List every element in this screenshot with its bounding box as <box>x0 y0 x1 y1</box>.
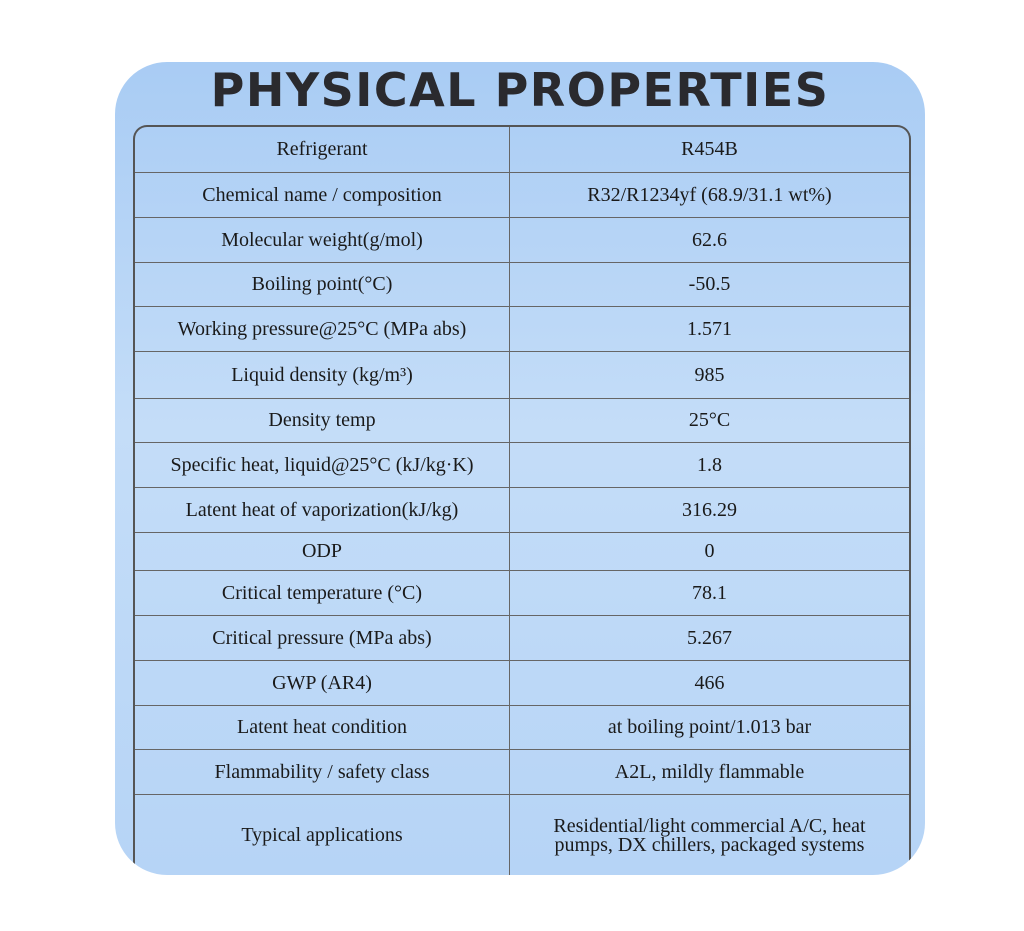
property-name: Liquid density (kg/m³) <box>135 352 510 399</box>
property-value: R454B <box>510 127 909 173</box>
property-value: -50.5 <box>510 263 909 307</box>
title: PHYSICAL PROPERTIES <box>210 63 830 117</box>
table-row: Boiling point(°C) -50.5 <box>135 263 909 307</box>
table-row: Specific heat, liquid@25°C (kJ/kg·K) 1.8 <box>135 443 909 488</box>
property-name: Latent heat condition <box>135 706 510 750</box>
property-name: Specific heat, liquid@25°C (kJ/kg·K) <box>135 443 510 488</box>
table-row: Latent heat of vaporization(kJ/kg) 316.29 <box>135 488 909 533</box>
table-row: Working pressure@25°C (MPa abs) 1.571 <box>135 307 909 352</box>
table-row: Latent heat condition at boiling point/1.… <box>135 706 909 750</box>
table-row: ODP 0 <box>135 533 909 571</box>
property-name: Critical pressure (MPa abs) <box>135 616 510 661</box>
property-value: R32/R1234yf (68.9/31.1 wt%) <box>510 173 909 218</box>
property-value: 985 <box>510 352 909 399</box>
property-value: 5.267 <box>510 616 909 661</box>
property-value: Residential/light commercial A/C, heat p… <box>553 814 866 856</box>
property-name: Working pressure@25°C (MPa abs) <box>135 307 510 352</box>
property-value: 316.29 <box>510 488 909 533</box>
table-row: Critical pressure (MPa abs) 5.267 <box>135 616 909 661</box>
table-row: Molecular weight(g/mol) 62.6 <box>135 218 909 263</box>
table-row: Chemical name / composition R32/R1234yf (… <box>135 173 909 218</box>
table-row: Density temp 25°C <box>135 399 909 443</box>
property-value: 1.8 <box>510 443 909 488</box>
property-name: Molecular weight(g/mol) <box>135 218 510 263</box>
properties-table: Refrigerant R454B Chemical name / composit… <box>133 125 911 875</box>
property-value: 0 <box>510 533 909 571</box>
table-row: Flammability / safety class A2L, mildly f… <box>135 750 909 795</box>
property-name: Flammability / safety class <box>135 750 510 795</box>
table-row: GWP (AR4) 466 <box>135 661 909 706</box>
property-value: 1.571 <box>510 307 909 352</box>
property-name: Density temp <box>135 399 510 443</box>
property-name: Critical temperature (°C) <box>135 571 510 616</box>
property-name: GWP (AR4) <box>135 661 510 706</box>
table-row: Refrigerant R454B <box>135 127 909 173</box>
property-value: at boiling point/1.013 bar <box>510 706 909 750</box>
property-value: 466 <box>510 661 909 706</box>
properties-card: PHYSICAL PROPERTIES Refrigerant R454B Chem… <box>115 62 925 875</box>
property-value: A2L, mildly flammable <box>510 750 909 795</box>
property-name: Refrigerant <box>135 127 510 173</box>
property-name: ODP <box>135 533 510 571</box>
property-value: 78.1 <box>510 571 909 616</box>
property-name: Latent heat of vaporization(kJ/kg) <box>135 488 510 533</box>
table-row: Critical temperature (°C) 78.1 <box>135 571 909 616</box>
property-value: 25°C <box>510 399 909 443</box>
property-name: Boiling point(°C) <box>135 263 510 307</box>
property-name: Typical applications <box>135 795 510 875</box>
table-row: Typical applications Residential/light co… <box>135 795 909 875</box>
property-name: Chemical name / composition <box>135 173 510 218</box>
property-value: 62.6 <box>510 218 909 263</box>
table-row: Liquid density (kg/m³) 985 <box>135 352 909 399</box>
